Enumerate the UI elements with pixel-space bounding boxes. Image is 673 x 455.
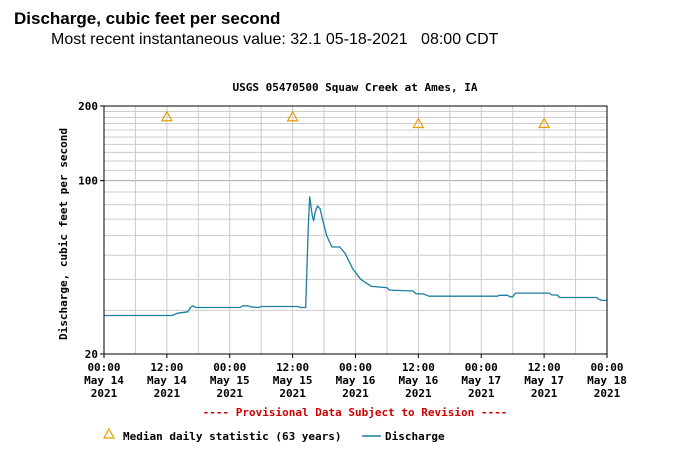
- median-marker: [160, 110, 173, 122]
- x-tick-label-line: May 17: [461, 374, 501, 387]
- y-tick-label: 20: [85, 348, 98, 361]
- median-marker: [286, 110, 299, 122]
- x-tick-label-line: 12:00: [402, 361, 435, 374]
- x-tick-label: 00:00 May 14 2021: [84, 361, 124, 400]
- median-marker: [538, 117, 551, 129]
- recent-time: 08:00 CDT: [421, 31, 499, 48]
- x-tick-label-line: 2021: [405, 387, 432, 400]
- x-tick-label-line: 00:00: [590, 361, 623, 374]
- x-tick-label: 00:00 May 16 2021: [336, 361, 376, 400]
- x-tick-label-line: 00:00: [465, 361, 498, 374]
- x-tick-label: 12:00 May 15 2021: [273, 361, 313, 400]
- x-tick-label-line: May 15: [273, 374, 313, 387]
- x-tick-label: 00:00 May 15 2021: [210, 361, 250, 400]
- x-tick-label: 12:00 May 16 2021: [399, 361, 439, 400]
- recent-label: Most recent instantaneous value:: [51, 31, 286, 48]
- legend-median-marker: [102, 427, 116, 439]
- page-title: Discharge, cubic feet per second: [14, 9, 281, 28]
- legend-median-label: Median daily statistic (63 years): [123, 430, 342, 443]
- y-axis-label: Discharge, cubic feet per second: [57, 128, 70, 340]
- x-tick-label: 12:00 May 17 2021: [524, 361, 564, 400]
- discharge-line: [104, 196, 607, 317]
- y-axis: 20 100 200: [78, 100, 104, 361]
- x-tick-label-line: 2021: [217, 387, 244, 400]
- recent-value: 32.1: [290, 31, 322, 48]
- x-tick-label-line: 2021: [342, 387, 369, 400]
- most-recent-value: Most recent instantaneous value: 32.1 05…: [51, 31, 498, 49]
- provisional-note: ---- Provisional Data Subject to Revisio…: [203, 406, 508, 419]
- x-tick-label-line: 12:00: [150, 361, 183, 374]
- legend-discharge-label: Discharge: [385, 430, 445, 443]
- x-tick-label-line: May 15: [210, 374, 250, 387]
- x-tick-label-line: 00:00: [87, 361, 120, 374]
- median-marker: [412, 117, 425, 129]
- x-tick-label-line: 2021: [531, 387, 558, 400]
- x-tick-label: 00:00 May 17 2021: [461, 361, 501, 400]
- x-tick-label-line: 2021: [91, 387, 118, 400]
- plot-area: [104, 110, 607, 317]
- x-tick-label-line: 2021: [279, 387, 306, 400]
- x-tick-label: 00:00 May 18 2021: [587, 361, 627, 400]
- legend: Median daily statistic (63 years) Dischar…: [102, 427, 445, 443]
- chart-title: USGS 05470500 Squaw Creek at Ames, IA: [232, 81, 477, 94]
- x-tick-label-line: May 16: [399, 374, 439, 387]
- x-tick-label-line: 00:00: [213, 361, 246, 374]
- x-tick-label-line: May 17: [524, 374, 564, 387]
- x-tick-label-line: 12:00: [276, 361, 309, 374]
- x-tick-label: 12:00 May 14 2021: [147, 361, 187, 400]
- x-tick-label-line: 2021: [154, 387, 181, 400]
- recent-date: 05-18-2021: [325, 31, 408, 48]
- x-tick-label-line: 2021: [468, 387, 495, 400]
- y-tick-label: 100: [78, 175, 98, 188]
- x-tick-label-line: 2021: [594, 387, 621, 400]
- x-tick-label-line: May 16: [336, 374, 376, 387]
- x-tick-label-line: May 14: [84, 374, 124, 387]
- y-tick-label: 200: [78, 100, 98, 113]
- x-tick-label-line: 00:00: [339, 361, 372, 374]
- x-tick-label-line: May 14: [147, 374, 187, 387]
- x-tick-label-line: 12:00: [528, 361, 561, 374]
- gridlines: [104, 106, 607, 354]
- x-tick-label-line: May 18: [587, 374, 627, 387]
